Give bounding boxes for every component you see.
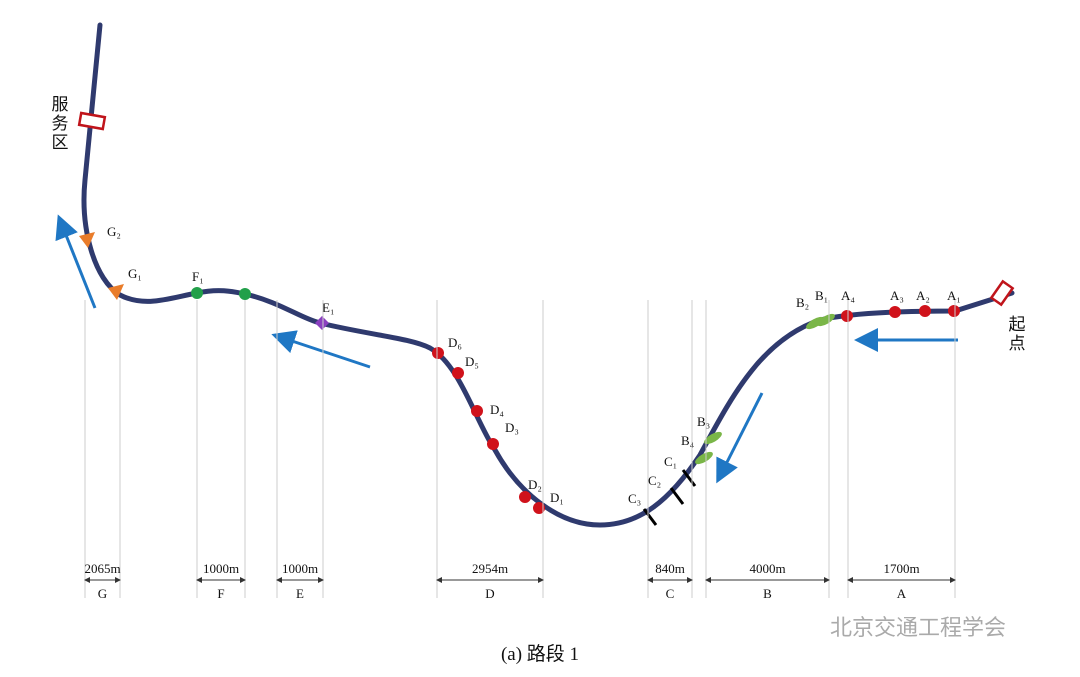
marker-label: B₁ (815, 288, 828, 303)
marker-label: G₂ (107, 224, 121, 239)
service-area-icon (77, 111, 107, 131)
red-marker (471, 405, 483, 417)
segment-name: B (763, 586, 772, 601)
marker-label: A₄ (841, 288, 855, 303)
segment-length: 1000m (203, 561, 239, 576)
flow-arrows (55, 214, 958, 484)
green-marker (239, 288, 251, 300)
marker-label: C₃ (628, 491, 641, 506)
red-marker (487, 438, 499, 450)
marker-label: D₂ (528, 477, 542, 492)
black-gate (681, 469, 697, 487)
segment-name: A (897, 586, 907, 601)
black-gate (669, 487, 685, 505)
green-gate (695, 451, 713, 465)
orange-marker (108, 284, 124, 300)
marker-label: D₅ (465, 354, 479, 369)
marker-label: B₂ (796, 295, 809, 310)
red-marker (533, 502, 545, 514)
red-marker (519, 491, 531, 503)
red-marker (919, 305, 931, 317)
black-gate (642, 508, 658, 526)
start-icon (989, 279, 1015, 307)
red-marker (841, 310, 853, 322)
segment-length: 840m (655, 561, 685, 576)
marker-label: D₃ (505, 420, 519, 435)
marker-label: E₁ (322, 300, 334, 315)
purple-marker (315, 316, 329, 330)
marker-label: G₁ (128, 266, 142, 281)
marker-label: F₁ (192, 269, 204, 284)
red-marker (452, 367, 464, 379)
caption: (a) 路段 1 (501, 643, 579, 665)
segment-length: 2954m (472, 561, 508, 576)
marker-label: A₃ (890, 288, 904, 303)
orange-marker (79, 232, 95, 248)
start-label: 起点 (1006, 315, 1026, 353)
red-marker (432, 347, 444, 359)
segment-length: 1700m (883, 561, 919, 576)
segment-length: 2065m (84, 561, 120, 576)
segment-name: F (217, 586, 224, 601)
marker-label: B₃ (697, 414, 710, 429)
marker-label: B₄ (681, 433, 695, 448)
green-gate (806, 316, 824, 330)
segment-name: G (98, 586, 107, 601)
service-area-label: 服务区 (49, 95, 69, 152)
marker-label: A₁ (947, 288, 961, 303)
marker-label: D₆ (448, 335, 462, 350)
green-marker (191, 287, 203, 299)
segment-name: C (666, 586, 675, 601)
red-marker (948, 305, 960, 317)
segment-name: D (485, 586, 494, 601)
road (81, 22, 1015, 528)
marker-label: D₄ (490, 402, 504, 417)
watermark: 北京交通工程学会 (830, 616, 1006, 641)
green-gate (704, 431, 722, 445)
marker-label: A₂ (916, 288, 930, 303)
segment-length: 4000m (749, 561, 785, 576)
marker-label: C₂ (648, 473, 661, 488)
green-gate (817, 313, 835, 327)
marker-label: C₁ (664, 454, 677, 469)
segment-length: 1000m (282, 561, 318, 576)
red-marker (889, 306, 901, 318)
segment-name: E (296, 586, 304, 601)
marker-label: D₁ (550, 490, 564, 505)
